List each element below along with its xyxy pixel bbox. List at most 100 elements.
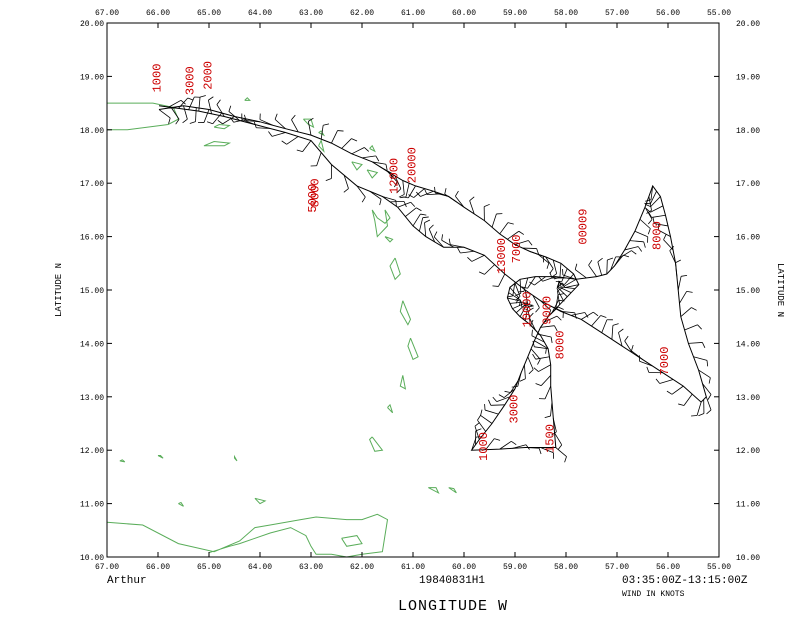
wind-barb <box>688 342 703 344</box>
wind-barb-feather <box>180 100 186 105</box>
wind-barb-feather <box>403 201 407 208</box>
wind-barb-feather <box>428 224 434 230</box>
wind-barb <box>555 447 567 457</box>
wind-barb <box>544 315 558 323</box>
lon-tick-label-bottom: 60.00 <box>452 563 476 572</box>
latitude-title-right: LATITUDE N <box>775 263 785 317</box>
wind-barb <box>510 380 519 393</box>
wind-barb-feather <box>655 378 661 384</box>
lon-tick-label-bottom: 65.00 <box>197 563 221 572</box>
wind-barb <box>341 138 352 149</box>
wind-barb-feather <box>535 307 540 313</box>
wind-barb-feather <box>520 301 523 308</box>
wind-barb <box>455 195 465 208</box>
wind-barb <box>512 281 516 296</box>
wind-barb-feather <box>707 394 712 400</box>
wind-barb <box>405 183 410 197</box>
lat-tick-label-right: 16.00 <box>736 234 760 243</box>
wind-barb <box>514 240 529 245</box>
wind-barb-feather <box>424 188 428 195</box>
altitude-label: 1000 <box>477 432 491 461</box>
wind-barb <box>557 290 561 305</box>
wind-barb <box>460 250 475 254</box>
wind-barb <box>491 213 497 228</box>
wind-barb <box>677 276 682 291</box>
coastline-segment <box>303 118 315 129</box>
wind-barb-feather <box>323 123 330 126</box>
wind-barb-feather <box>422 216 429 219</box>
wind-barb-feather <box>515 296 521 301</box>
lat-tick-label-left: 18.00 <box>80 127 104 136</box>
wind-barb-feather <box>532 340 535 347</box>
wind-barb-feather <box>434 186 436 193</box>
wind-barb-feather <box>538 276 543 282</box>
lon-tick-label-top: 64.00 <box>248 9 272 18</box>
altitude-label: 10000 <box>520 291 534 327</box>
wind-barb <box>444 193 457 203</box>
flight-track-line <box>158 105 707 451</box>
wind-barb-feather <box>535 383 542 387</box>
wind-barb <box>545 256 554 269</box>
wind-barb-feather <box>652 217 655 224</box>
wind-barb-feather <box>518 230 525 235</box>
wind-barb <box>241 119 256 125</box>
wind-barb-feather <box>706 360 709 367</box>
wind-barb-feather <box>645 207 651 213</box>
wind-barb-feather <box>187 97 194 101</box>
lon-tick-label-top: 61.00 <box>401 9 425 18</box>
map-frame <box>106 22 720 558</box>
wind-barb-feather <box>557 293 564 296</box>
wind-barb-feather <box>637 246 643 252</box>
wind-barb <box>524 289 529 304</box>
wind-barb-feather <box>433 231 438 238</box>
wind-barb <box>379 166 393 174</box>
wind-barb-feather <box>597 257 603 263</box>
wind-barb-feather <box>528 312 534 318</box>
wind-barb-feather <box>296 149 303 153</box>
wind-barb <box>597 261 603 276</box>
wind-barb <box>535 356 550 360</box>
wind-barb <box>158 109 171 119</box>
coastline-segment <box>399 300 412 326</box>
wind-barb <box>286 136 299 145</box>
wind-barb-feather <box>488 399 492 406</box>
wind-barb-feather <box>492 396 498 402</box>
wind-barb <box>428 228 436 243</box>
wind-barb <box>531 335 545 343</box>
altitude-label: 12000 <box>388 158 402 194</box>
altitude-label: 7000 <box>510 234 524 263</box>
time-range: 03:35:00Z-13:15:00Z <box>622 575 748 587</box>
wind-barb-feather <box>394 181 398 188</box>
wind-barb <box>517 372 522 387</box>
wind-barb <box>619 250 632 259</box>
coastline-segment <box>371 209 391 238</box>
wind-barb <box>538 364 551 372</box>
coastline-segment <box>254 497 267 505</box>
altitude-label: 8000 <box>309 178 323 207</box>
wind-barb <box>561 268 568 282</box>
wind-barb <box>208 100 212 114</box>
altitude-label: 5000 <box>306 184 320 213</box>
wind-barb-feather <box>189 121 196 124</box>
storm-name: Arthur <box>107 575 147 587</box>
wind-barb <box>650 185 654 200</box>
wind-barb-feather <box>206 121 213 125</box>
wind-barb <box>524 364 526 379</box>
wind-barb-feather <box>478 271 485 275</box>
wind-barb-feather <box>522 303 528 308</box>
wind-barb-feather <box>548 310 552 316</box>
wind-barb <box>499 222 509 235</box>
wind-barb <box>302 140 312 152</box>
wind-barb-feather <box>550 336 553 343</box>
wind-barb <box>669 250 677 264</box>
wind-barb-feather <box>517 291 524 293</box>
wind-barb <box>485 438 495 450</box>
wind-barb-feather <box>168 117 171 124</box>
altitude-label: 00009 <box>576 209 590 245</box>
coastline-segment <box>351 161 363 171</box>
wind-barb-feather <box>556 281 560 288</box>
lon-tick-label-top: 58.00 <box>554 9 578 18</box>
wind-barb <box>496 396 511 402</box>
wind-barb <box>198 97 201 112</box>
coastline-segment <box>369 144 376 153</box>
